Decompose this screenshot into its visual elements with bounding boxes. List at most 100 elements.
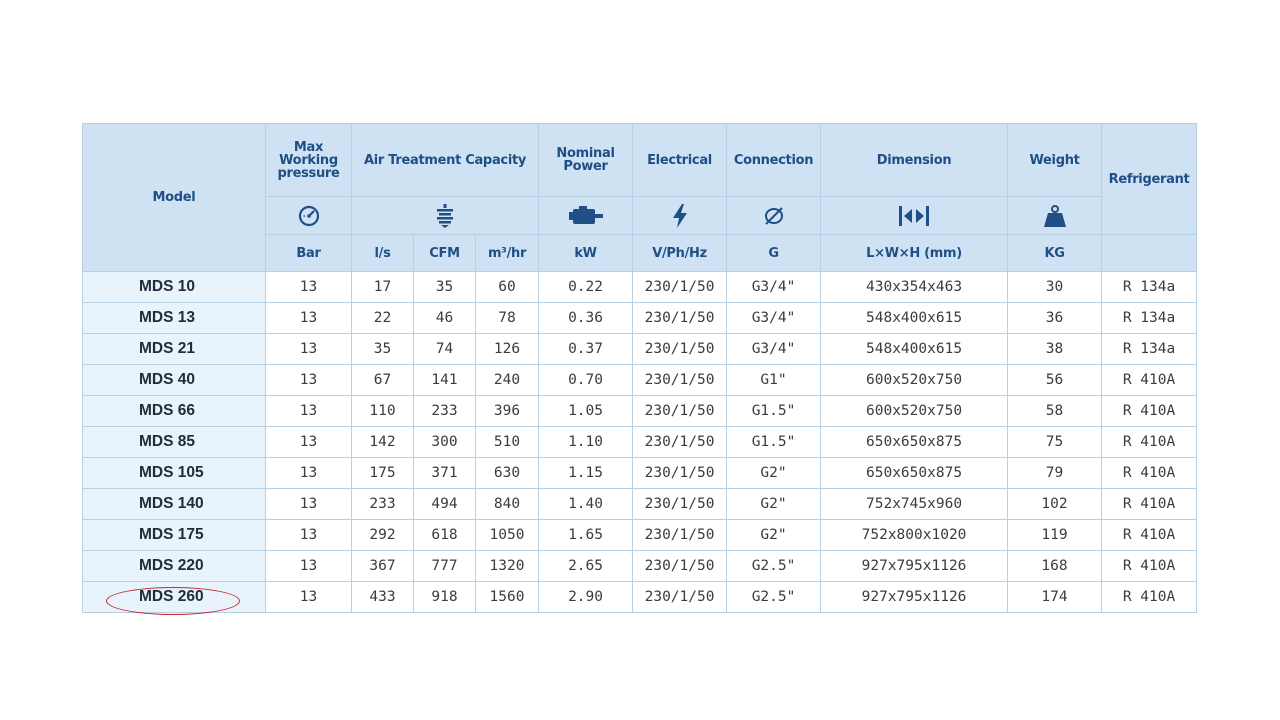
cell-power: 1.10 — [538, 426, 634, 458]
cell-ls: 110 — [351, 395, 414, 427]
table-row: MDS 21 13 35 74 126 0.37 230/1/50 G3/4" 548x400x… — [82, 333, 1198, 365]
dimension-icon — [899, 205, 930, 226]
cell-weight: 168 — [1007, 550, 1103, 582]
unit-electrical: V/Ph/Hz — [632, 234, 728, 272]
cell-pressure: 13 — [265, 364, 352, 396]
cell-weight: 38 — [1007, 333, 1103, 365]
cell-cfm: 494 — [413, 488, 476, 520]
header-pressure: Max Working pressure — [265, 123, 352, 197]
cell-connection: G3/4" — [726, 333, 822, 365]
cell-pressure: 13 — [265, 395, 352, 427]
icon-cell-connection — [726, 196, 822, 235]
cell-electrical: 230/1/50 — [632, 302, 728, 334]
icon-cell-pressure — [265, 196, 352, 235]
header-pressure-line3: pressure — [277, 165, 340, 181]
cell-electrical: 230/1/50 — [632, 333, 728, 365]
icon-cell-capacity — [350, 196, 540, 235]
cell-ls: 22 — [351, 302, 414, 334]
cell-dimension: 548x400x615 — [820, 333, 1009, 365]
cell-refrigerant: R 134a — [1101, 333, 1198, 365]
cell-connection: G2" — [726, 488, 822, 520]
cell-cfm: 74 — [413, 333, 476, 365]
cell-dimension: 548x400x615 — [820, 302, 1009, 334]
cell-weight: 58 — [1007, 395, 1103, 427]
cell-refrigerant: R 410A — [1101, 519, 1198, 551]
header-pressure-line2: Working — [279, 152, 338, 168]
cell-model: MDS 140 — [82, 488, 266, 520]
cell-refrigerant: R 410A — [1101, 457, 1198, 489]
cell-electrical: 230/1/50 — [632, 271, 728, 303]
icon-cell-dimension — [820, 196, 1009, 235]
cell-refrigerant: R 410A — [1101, 550, 1198, 582]
cell-weight: 56 — [1007, 364, 1103, 396]
table-row: MDS 140 13 233 494 840 1.40 230/1/50 G2" 752x745… — [82, 488, 1198, 520]
cell-connection: G1.5" — [726, 395, 822, 427]
cell-refrigerant: R 410A — [1101, 581, 1198, 613]
icon-cell-electrical — [632, 196, 728, 235]
cell-ls: 433 — [351, 581, 414, 613]
cell-refrigerant: R 134a — [1101, 302, 1198, 334]
icon-cell-weight — [1007, 196, 1103, 235]
cell-model: MDS 220 — [82, 550, 266, 582]
cell-electrical: 230/1/50 — [632, 519, 728, 551]
cell-electrical: 230/1/50 — [632, 395, 728, 427]
cell-ls: 35 — [351, 333, 414, 365]
cell-ls: 233 — [351, 488, 414, 520]
cell-model: MDS 21 — [82, 333, 266, 365]
table-row: MDS 105 13 175 371 630 1.15 230/1/50 G2" 650x650… — [82, 457, 1198, 489]
cell-electrical: 230/1/50 — [632, 426, 728, 458]
cell-model: MDS 66 — [82, 395, 266, 427]
table-row: MDS 66 13 110 233 396 1.05 230/1/50 G1.5" 600x52… — [82, 395, 1198, 427]
cell-pressure: 13 — [265, 302, 352, 334]
cell-ls: 17 — [351, 271, 414, 303]
unit-connection: G — [726, 234, 822, 272]
cell-m3hr: 396 — [474, 395, 540, 427]
cell-cfm: 371 — [413, 457, 476, 489]
cell-connection: G2.5" — [726, 550, 822, 582]
cell-power: 0.37 — [538, 333, 634, 365]
cell-pressure: 13 — [265, 271, 352, 303]
cell-electrical: 230/1/50 — [632, 581, 728, 613]
cell-dimension: 600x520x750 — [820, 364, 1009, 396]
cell-power: 1.05 — [538, 395, 634, 427]
header-weight: Weight — [1007, 123, 1103, 197]
lightning-icon — [672, 203, 687, 228]
cell-dimension: 927x795x1126 — [820, 581, 1009, 613]
cell-weight: 75 — [1007, 426, 1103, 458]
cell-power: 1.40 — [538, 488, 634, 520]
header-capacity: Air Treatment Capacity — [350, 123, 540, 197]
cell-m3hr: 1320 — [474, 550, 540, 582]
table-row: MDS 260 13 433 918 1560 2.90 230/1/50 G2.5" 927x… — [82, 581, 1198, 613]
cell-m3hr: 510 — [474, 426, 540, 458]
cell-refrigerant: R 410A — [1101, 395, 1198, 427]
cell-m3hr: 1560 — [474, 581, 540, 613]
table-row: MDS 10 13 17 35 60 0.22 230/1/50 G3/4" 430x354x4… — [82, 271, 1198, 303]
cell-power: 2.90 — [538, 581, 634, 613]
cell-ls: 292 — [351, 519, 414, 551]
header-refrigerant: Refrigerant — [1101, 123, 1198, 235]
cell-power: 0.22 — [538, 271, 634, 303]
cell-weight: 79 — [1007, 457, 1103, 489]
cell-dimension: 752x800x1020 — [820, 519, 1009, 551]
cell-power: 1.65 — [538, 519, 634, 551]
unit-dimension: L×W×H (mm) — [820, 234, 1009, 272]
unit-pressure: Bar — [265, 234, 352, 272]
cell-ls: 175 — [351, 457, 414, 489]
cell-connection: G2" — [726, 457, 822, 489]
spec-table: Model Max Working pressure Air Treatment… — [82, 123, 1198, 613]
cell-model: MDS 85 — [82, 426, 266, 458]
table-row: MDS 85 13 142 300 510 1.10 230/1/50 G1.5" 650x65… — [82, 426, 1198, 458]
cell-electrical: 230/1/50 — [632, 364, 728, 396]
unit-cfm: CFM — [413, 234, 476, 272]
cell-power: 0.36 — [538, 302, 634, 334]
unit-refrigerant-empty — [1101, 234, 1198, 272]
cell-weight: 119 — [1007, 519, 1103, 551]
cell-connection: G1" — [726, 364, 822, 396]
table-row: MDS 175 13 292 618 1050 1.65 230/1/50 G2" 752x80… — [82, 519, 1198, 551]
cell-ls: 67 — [351, 364, 414, 396]
motor-icon — [568, 205, 603, 224]
cell-pressure: 13 — [265, 581, 352, 613]
cell-refrigerant: R 134a — [1101, 271, 1198, 303]
cell-dimension: 752x745x960 — [820, 488, 1009, 520]
cell-cfm: 35 — [413, 271, 476, 303]
